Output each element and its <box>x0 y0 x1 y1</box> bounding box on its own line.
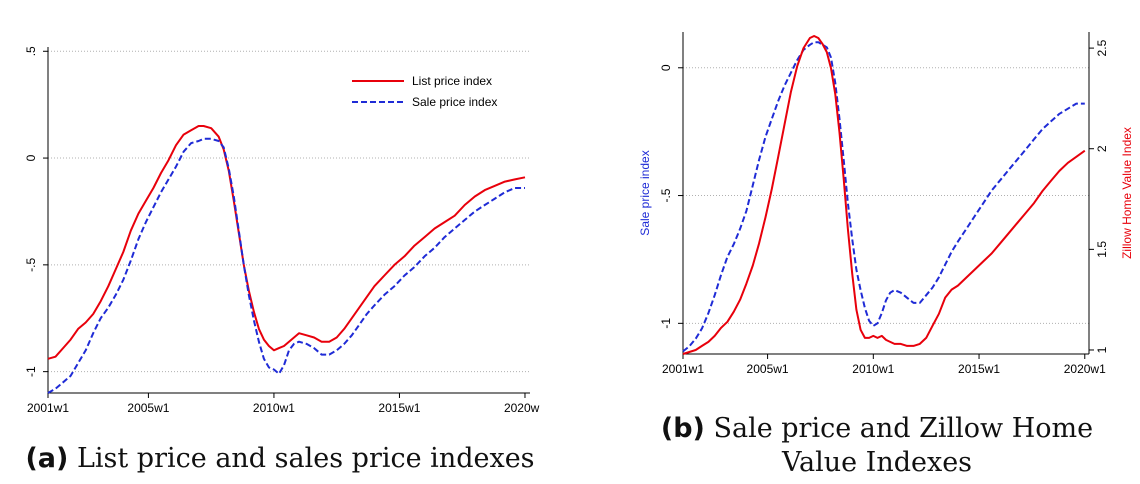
x-tick-label-4: 2020w1 <box>504 401 540 415</box>
x-tick-label-4: 2020w1 <box>1064 362 1106 376</box>
panel-b-background <box>619 0 1140 402</box>
caption-a: (a) List price and sales price indexes <box>0 442 560 476</box>
y2-tick-label-1: 2 <box>1095 145 1109 152</box>
y-tick-label-0: .5 <box>24 46 38 56</box>
x-tick-label-2: 2010w1 <box>852 362 894 376</box>
x-tick-label-0: 2001w1 <box>662 362 704 376</box>
y2-axis-title: Zillow Home Value Index <box>1120 127 1134 259</box>
legend-label-1: Sale price index <box>412 95 497 109</box>
y-tick-label-1: -.5 <box>659 188 673 202</box>
caption-a-label: (a) <box>25 443 69 474</box>
x-tick-label-3: 2015w1 <box>378 401 420 415</box>
y2-tick-label-3: 1 <box>1095 346 1109 353</box>
y-tick-label-1: 0 <box>24 154 38 161</box>
x-tick-label-1: 2005w1 <box>127 401 169 415</box>
y-tick-label-3: -1 <box>24 366 38 377</box>
chart-a: .5 0 -.5 -1 2001w1 2005w1 2010w1 2015w1 2020w1 Li… <box>24 46 540 415</box>
series-line-sale-price <box>47 137 525 394</box>
x-tick-label-2: 2010w1 <box>253 401 295 415</box>
legend-label-0: List price index <box>412 74 492 88</box>
y-tick-label-2: -.5 <box>24 258 38 272</box>
y-tick-label-2: -1 <box>659 318 673 329</box>
series-line-zillow <box>682 35 1086 355</box>
x-tick-label-1: 2005w1 <box>747 362 789 376</box>
x-tick-label-0: 2001w1 <box>27 401 69 415</box>
chart-b: 0 -.5 -1 2.5 2 1.5 1 2001w1 2005w1 2010w1 2015w1 20… <box>638 32 1134 376</box>
y2-tick-label-0: 2.5 <box>1095 39 1109 56</box>
caption-b-text: Sale price and Zillow Home Value Indexes <box>713 413 1094 478</box>
caption-a-text: List price and sales price indexes <box>76 443 535 474</box>
caption-b: (b) Sale price and Zillow Home Value Ind… <box>622 412 1132 480</box>
series-line-list-price <box>47 125 526 360</box>
panel-a-background <box>0 40 540 440</box>
y2-tick-label-2: 1.5 <box>1095 241 1109 258</box>
series-line-sale-price <box>682 41 1085 353</box>
y-axis-title: Sale price index <box>638 150 652 235</box>
caption-b-label: (b) <box>660 413 705 444</box>
x-tick-label-3: 2015w1 <box>958 362 1000 376</box>
y-tick-label-0: 0 <box>659 64 673 71</box>
